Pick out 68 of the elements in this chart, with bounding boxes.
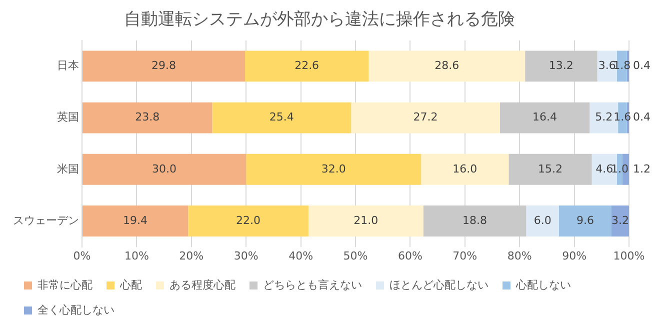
data-label: 9.6	[576, 214, 594, 227]
data-label: 3.6	[598, 59, 616, 72]
data-label: 0.4	[633, 110, 650, 124]
data-label: 6.0	[534, 214, 552, 227]
bar	[245, 50, 369, 82]
bar	[246, 154, 422, 185]
data-label: 32.0	[321, 162, 346, 176]
bar	[308, 206, 424, 236]
data-label: 16.4	[532, 110, 558, 124]
data-label: 30.0	[152, 162, 177, 176]
data-label: 22.0	[236, 214, 261, 227]
data-label: 19.4	[123, 214, 148, 227]
data-label: 28.6	[434, 59, 460, 72]
x-tick-label: 40%	[288, 249, 314, 262]
chart-title: 自動運転システムが外部から違法に操作される危険	[124, 10, 515, 30]
data-label: 3.2	[612, 214, 629, 227]
legend-label: ほとんど心配しない	[390, 278, 488, 292]
bar	[368, 50, 526, 82]
x-tick-label: 20%	[179, 249, 204, 262]
data-label: 16.0	[452, 162, 478, 176]
x-tick-label: 90%	[562, 249, 587, 262]
data-label: 4.6	[596, 162, 614, 176]
x-tick-label: 100%	[613, 249, 645, 262]
data-label: 25.4	[269, 110, 294, 124]
bar	[611, 206, 629, 236]
bar	[421, 154, 509, 185]
bar	[508, 154, 592, 185]
y-tick-label: 米国	[57, 162, 79, 176]
x-tick-label: 30%	[234, 249, 258, 262]
x-tick-label: 50%	[343, 249, 368, 262]
legend-label: どちらとも言えない	[263, 278, 362, 292]
bar	[82, 102, 212, 134]
legend-label: 心配	[119, 278, 142, 292]
x-tick-label: 60%	[398, 249, 422, 262]
data-label: 22.6	[294, 59, 320, 72]
x-tick-label: 80%	[507, 249, 532, 262]
bar	[525, 50, 598, 82]
bar	[188, 206, 308, 236]
data-label: 21.0	[354, 214, 378, 227]
x-tick-label: 0%	[73, 249, 91, 262]
bar	[351, 102, 500, 134]
data-label: 1.2	[633, 162, 650, 176]
legend-label: 非常に心配	[38, 278, 92, 292]
y-tick-label: 英国	[57, 110, 79, 124]
data-label: 18.8	[462, 214, 487, 227]
bar	[526, 206, 559, 236]
legend-label: ある程度心配	[170, 278, 236, 292]
bar	[423, 206, 526, 236]
data-label: 5.2	[595, 110, 613, 124]
data-label: 1.0	[610, 162, 628, 176]
bar	[558, 206, 612, 236]
x-tick-label: 10%	[124, 249, 149, 262]
bar	[82, 50, 246, 82]
legend-label: 心配しない	[515, 278, 571, 292]
data-label: 27.2	[413, 110, 438, 124]
y-tick-label: 日本	[57, 59, 79, 72]
data-label: 13.2	[548, 59, 574, 72]
data-label: 23.8	[135, 110, 160, 124]
data-label: 0.4	[633, 59, 650, 72]
legend-label: 全く心配しない	[38, 303, 114, 316]
data-label: 15.2	[538, 162, 562, 176]
x-tick-label: 70%	[452, 249, 478, 262]
data-label: 29.8	[152, 59, 176, 72]
bar	[82, 206, 188, 236]
bar	[500, 102, 590, 134]
y-tick-label: スウェーデン	[13, 214, 79, 227]
bar	[212, 102, 352, 134]
bar	[82, 154, 246, 185]
